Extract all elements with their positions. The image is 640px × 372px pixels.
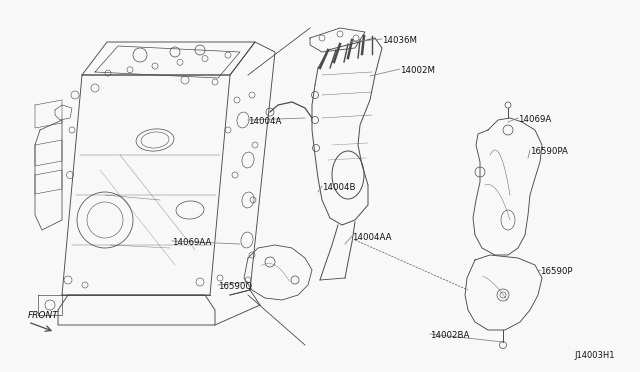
Text: 14069A: 14069A: [518, 115, 551, 124]
Text: 14069AA: 14069AA: [172, 238, 211, 247]
Text: J14003H1: J14003H1: [575, 351, 615, 360]
Text: FRONT: FRONT: [28, 311, 59, 320]
Text: 14004AA: 14004AA: [352, 233, 392, 242]
Text: 16590PA: 16590PA: [530, 147, 568, 156]
Text: 16590Q: 16590Q: [218, 282, 252, 291]
Text: 14004A: 14004A: [248, 117, 282, 126]
Text: 14002M: 14002M: [400, 66, 435, 75]
Text: 14036M: 14036M: [382, 36, 417, 45]
Text: 16590P: 16590P: [540, 267, 573, 276]
Text: 14004B: 14004B: [322, 183, 355, 192]
Text: 14002BA: 14002BA: [430, 331, 469, 340]
